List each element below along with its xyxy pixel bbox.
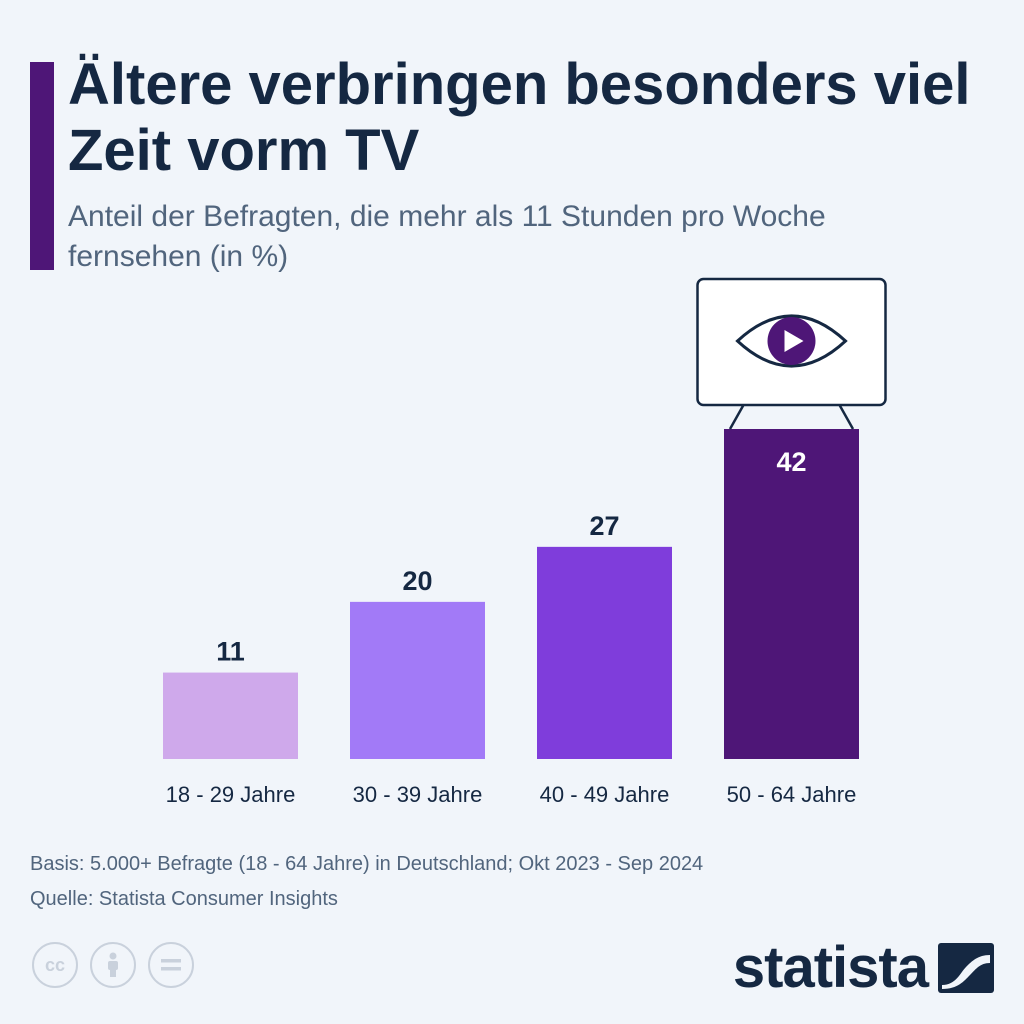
bar [537, 546, 672, 759]
bar [724, 429, 859, 759]
logo-wordmark: statista [732, 935, 929, 1000]
no-derivatives-icon[interactable] [148, 942, 194, 988]
data-label: 27 [589, 511, 619, 541]
tv-stand-left [728, 404, 745, 430]
bar [350, 601, 485, 759]
statista-logo-icon [938, 942, 994, 993]
statista-logo[interactable]: statista [733, 934, 994, 1001]
cc-icon[interactable]: cc [32, 942, 78, 988]
data-label: 20 [402, 566, 432, 596]
category-label: 50 - 64 Jahre [727, 782, 857, 807]
source-note: Quelle: Statista Consumer Insights [30, 888, 338, 910]
bar [163, 672, 298, 759]
play-icon [784, 330, 804, 352]
category-label: 30 - 39 Jahre [353, 782, 483, 807]
eye-icon [735, 314, 848, 368]
basis-note: Basis: 5.000+ Befragte (18 - 64 Jahre) i… [30, 853, 704, 875]
chart-subtitle: Anteil der Befragten, die mehr als 11 St… [68, 200, 826, 273]
title-accent-bar [30, 62, 54, 270]
attribution-icon[interactable] [90, 942, 136, 988]
license-icons: cc [32, 942, 194, 988]
category-label: 18 - 29 Jahre [166, 782, 296, 807]
category-label: 40 - 49 Jahre [540, 782, 670, 807]
tv-stand-right [838, 404, 855, 430]
data-label: 11 [216, 637, 245, 667]
data-label: 42 [776, 447, 806, 477]
chart-title: Ältere verbringen besonders viel Zeit vo… [68, 52, 971, 183]
